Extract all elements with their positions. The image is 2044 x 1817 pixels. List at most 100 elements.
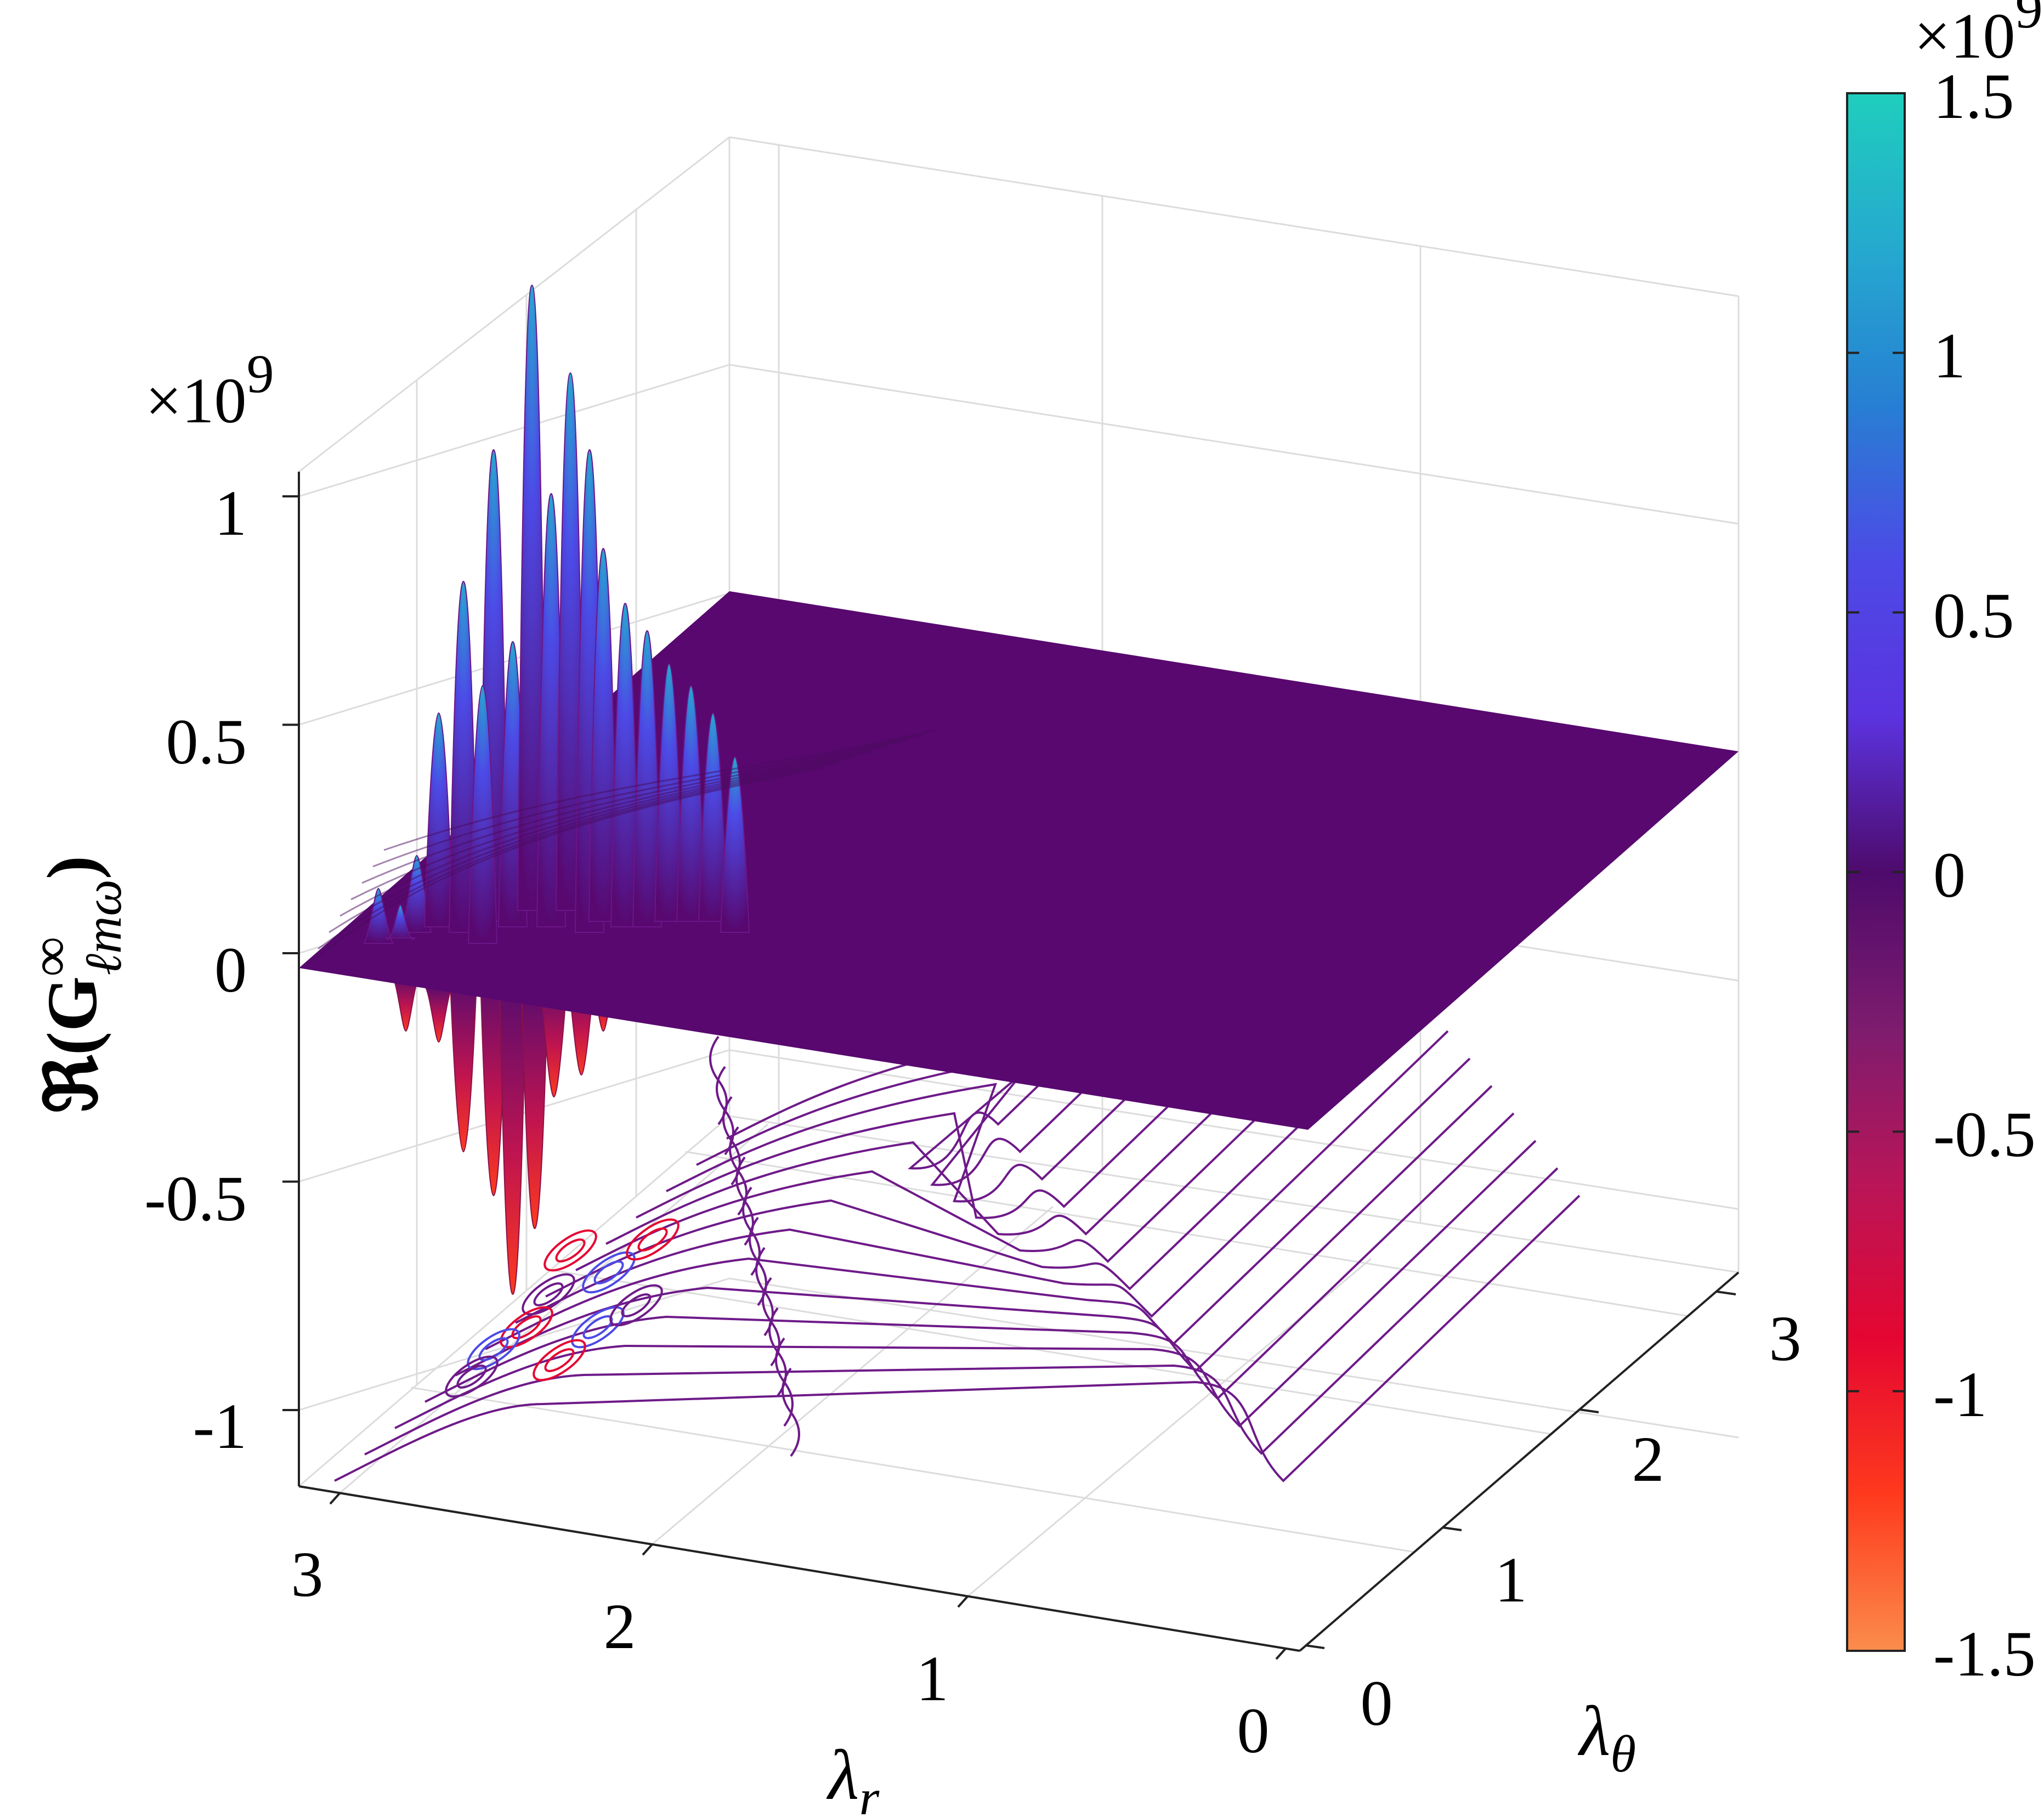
contour-ring xyxy=(522,1273,575,1316)
contour-ring xyxy=(445,1355,499,1398)
surface-ripple xyxy=(329,756,856,933)
contour-ring xyxy=(593,1260,624,1284)
surface-peak xyxy=(385,904,416,941)
contour-line xyxy=(515,1030,1449,1324)
x-tick-label: 3 xyxy=(291,1538,324,1610)
surface-plane xyxy=(299,591,1739,1130)
contour-ring xyxy=(609,1284,663,1327)
colorbar-tick-label: -0.5 xyxy=(1933,1099,2036,1170)
contour-ring xyxy=(500,1306,553,1349)
contour-line xyxy=(575,975,1405,1271)
surface-peak xyxy=(363,887,394,944)
tick-marks xyxy=(282,495,1736,1660)
contour-line xyxy=(334,1195,1581,1482)
colorbar-tick-labels: 1.5 1 0.5 0 -0.5 -1 -1.5 xyxy=(1933,60,2036,1690)
y-tick-label: 1 xyxy=(1495,1544,1527,1616)
colorbar-tick-label: -1 xyxy=(1933,1358,1987,1430)
colorbar-tick-label: 1.5 xyxy=(1933,60,2014,132)
colorbar-tick-label: 0.5 xyxy=(1933,580,2014,652)
z-tick-label: 0 xyxy=(214,934,247,1006)
contour-ring xyxy=(543,1229,597,1272)
contour-ring xyxy=(456,1365,487,1389)
contour-ring xyxy=(555,1238,586,1263)
x-tick xyxy=(329,1492,341,1505)
contour-ring xyxy=(621,1293,652,1317)
z-label-sup: ∞ xyxy=(20,937,81,976)
y-tick-labels: 0 1 2 3 xyxy=(1361,1303,1802,1739)
surface-peak xyxy=(588,547,619,922)
colorbar-tick-label: -1.5 xyxy=(1933,1618,2036,1690)
contour-line xyxy=(485,1057,1471,1350)
z-tick-label: 1 xyxy=(214,477,247,549)
z-tick-label: -1 xyxy=(193,1390,247,1462)
y-axis-label: λθ xyxy=(1577,1692,1636,1783)
surface-ripple xyxy=(339,750,873,917)
x-tick-label: 0 xyxy=(1237,1695,1270,1767)
contour-ring xyxy=(626,1218,680,1261)
surface-trough xyxy=(520,987,549,1230)
x-axis-line xyxy=(298,1485,1300,1652)
surface-ripple xyxy=(372,734,922,868)
surface-peak xyxy=(610,602,641,927)
contour-line xyxy=(424,1112,1515,1403)
colorbar-multiplier: ×109 xyxy=(1914,0,2043,72)
z-axis-label: ℜ(G∞ℓmω) xyxy=(20,856,132,1113)
surface-ripple xyxy=(383,728,938,851)
surface-trough xyxy=(449,981,478,1153)
surface-peak xyxy=(632,630,663,927)
z-tick-labels: 1 0.5 0 -0.5 -1 xyxy=(144,477,247,1462)
z-multiplier-exp: 9 xyxy=(247,343,274,404)
y-axis-line xyxy=(1299,1271,1740,1652)
x-tick xyxy=(642,1543,654,1556)
surface-peak xyxy=(517,284,547,911)
contour-ring xyxy=(637,1227,668,1252)
surface-ripple xyxy=(318,761,840,950)
surface-ripple xyxy=(361,739,905,884)
z-tick-label: 0.5 xyxy=(166,706,247,778)
surface-peak xyxy=(720,756,750,933)
surface-ripple xyxy=(307,767,823,966)
contour-ring xyxy=(511,1315,542,1339)
contour-line xyxy=(782,1367,800,1457)
surface-peak xyxy=(448,580,479,933)
z-label-bold: G xyxy=(33,976,112,1032)
colorbar-ticks xyxy=(1847,92,1905,1652)
colorbar: 1.5 1 0.5 0 -0.5 -1 -1.5 ×109 xyxy=(1846,0,2043,1690)
z-tick-label: -0.5 xyxy=(144,1163,247,1235)
contour-line xyxy=(364,1167,1559,1456)
surface-trough xyxy=(392,976,420,1032)
axis-lines xyxy=(298,472,1740,1652)
contour-ring xyxy=(582,1251,636,1294)
z-multiplier: ×109 xyxy=(145,343,274,437)
x-tick-label: 2 xyxy=(604,1590,636,1662)
x-tick-labels: 3 2 1 0 xyxy=(291,1538,1270,1767)
surface-trough xyxy=(499,987,527,1295)
surface-peak xyxy=(467,684,498,944)
z-multiplier-base: ×10 xyxy=(145,365,247,437)
y-tick-label: 2 xyxy=(1632,1423,1664,1495)
surface-trough xyxy=(540,981,568,1098)
contour-line xyxy=(636,920,1361,1219)
surface-peak xyxy=(423,712,454,927)
x-tick xyxy=(957,1595,969,1608)
z-label-prefix: ℜ( xyxy=(33,1032,112,1113)
contour-line xyxy=(666,893,1339,1203)
x-tick xyxy=(1275,1647,1287,1660)
y-tick xyxy=(1579,1408,1599,1413)
surface-trough xyxy=(424,987,453,1043)
surface-troughs xyxy=(392,976,618,1295)
contour-ring xyxy=(467,1328,520,1371)
svg-text:×109: ×109 xyxy=(145,343,274,437)
colorbar-tick-label: 0 xyxy=(1933,839,1966,911)
svg-text:ℜ(G∞ℓmω): ℜ(G∞ℓmω) xyxy=(20,856,132,1113)
z-label-suffix: ) xyxy=(33,856,112,879)
surface-peaks xyxy=(307,284,938,966)
contour-ring xyxy=(533,1339,586,1382)
x-tick-label: 1 xyxy=(916,1643,949,1714)
surface-ripple xyxy=(350,745,889,901)
y-tick xyxy=(1716,1290,1736,1295)
z-label-sub: ℓmω xyxy=(74,879,132,975)
contour-ring xyxy=(533,1282,564,1306)
